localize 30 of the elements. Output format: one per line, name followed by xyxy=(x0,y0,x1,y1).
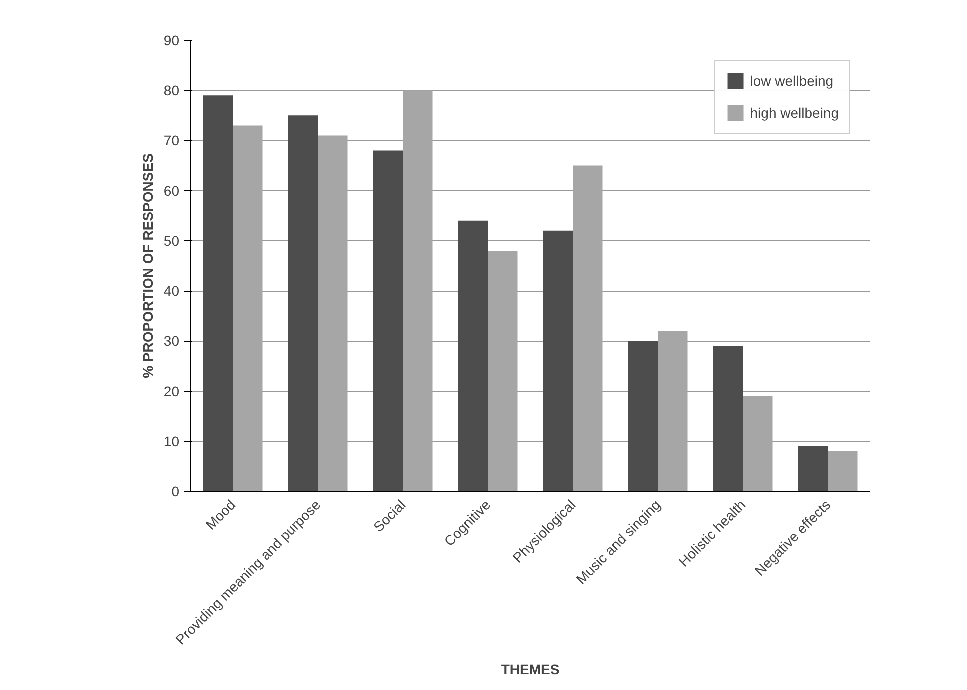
bar xyxy=(318,136,348,492)
y-tick-label: 70 xyxy=(164,132,180,149)
bar xyxy=(373,150,403,492)
bar xyxy=(543,230,573,492)
y-tick-label: 20 xyxy=(164,383,180,400)
bar xyxy=(403,90,433,492)
bar xyxy=(203,96,233,492)
y-tick-label: 50 xyxy=(164,232,180,249)
bar xyxy=(233,126,263,492)
bar xyxy=(743,396,773,492)
y-tick-label: 10 xyxy=(164,433,180,450)
y-axis-title: % PROPORTION OF RESPONSES xyxy=(140,154,156,378)
y-tick-label: 90 xyxy=(164,32,180,48)
bar xyxy=(828,451,858,492)
y-tick-label: 0 xyxy=(172,484,180,500)
y-tick-label: 60 xyxy=(164,182,180,199)
bar xyxy=(658,331,688,492)
x-axis-title: THEMES xyxy=(501,662,560,678)
bar xyxy=(488,250,518,492)
bar xyxy=(798,446,828,492)
bar xyxy=(458,220,488,492)
y-tick-label: 80 xyxy=(164,82,180,99)
y-tick-label: 30 xyxy=(164,333,180,350)
bar xyxy=(628,341,658,492)
bar xyxy=(288,116,318,492)
bar xyxy=(573,166,603,492)
legend-label: high wellbeing xyxy=(750,105,839,121)
legend-label: low wellbeing xyxy=(750,73,834,89)
y-tick-label: 40 xyxy=(164,283,180,300)
bar xyxy=(713,346,743,492)
